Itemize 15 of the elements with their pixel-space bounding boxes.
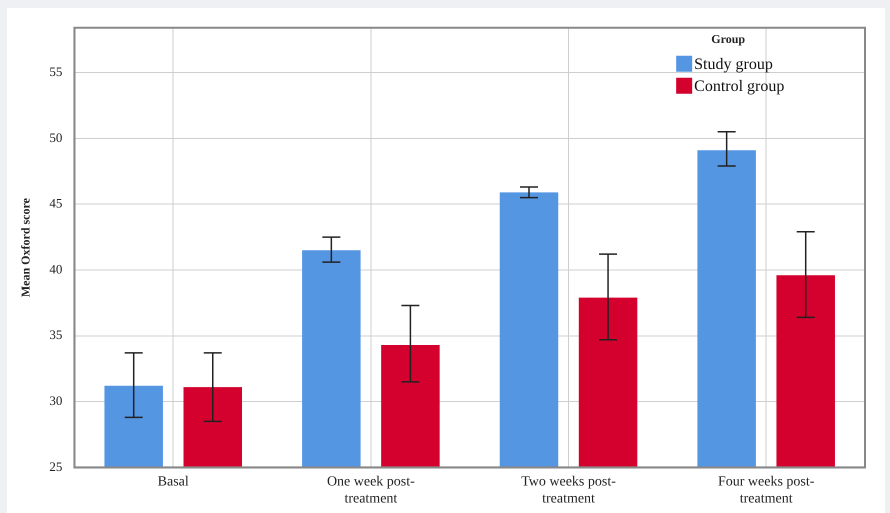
x-tick-label: Basal xyxy=(158,474,189,490)
y-axis-title: Mean Oxford score xyxy=(18,197,32,298)
y-tick-label: 25 xyxy=(49,458,62,474)
y-tick-label: 30 xyxy=(49,393,62,408)
y-tick-label: 40 xyxy=(49,261,62,276)
legend-label: Study group xyxy=(694,56,773,74)
x-tick-label: One week post-treatment xyxy=(326,474,416,506)
x-tick-label: Two weeks post-treatment xyxy=(521,474,616,506)
x-tick-label: Four weeks post-treatment xyxy=(718,474,815,506)
y-tick-label: 50 xyxy=(49,130,62,145)
y-tick-label: 45 xyxy=(49,196,62,211)
legend-label: Control group xyxy=(694,78,784,96)
legend-title: Group xyxy=(711,32,746,46)
y-tick-label: 35 xyxy=(49,327,62,342)
y-tick-label: 55 xyxy=(49,64,62,79)
